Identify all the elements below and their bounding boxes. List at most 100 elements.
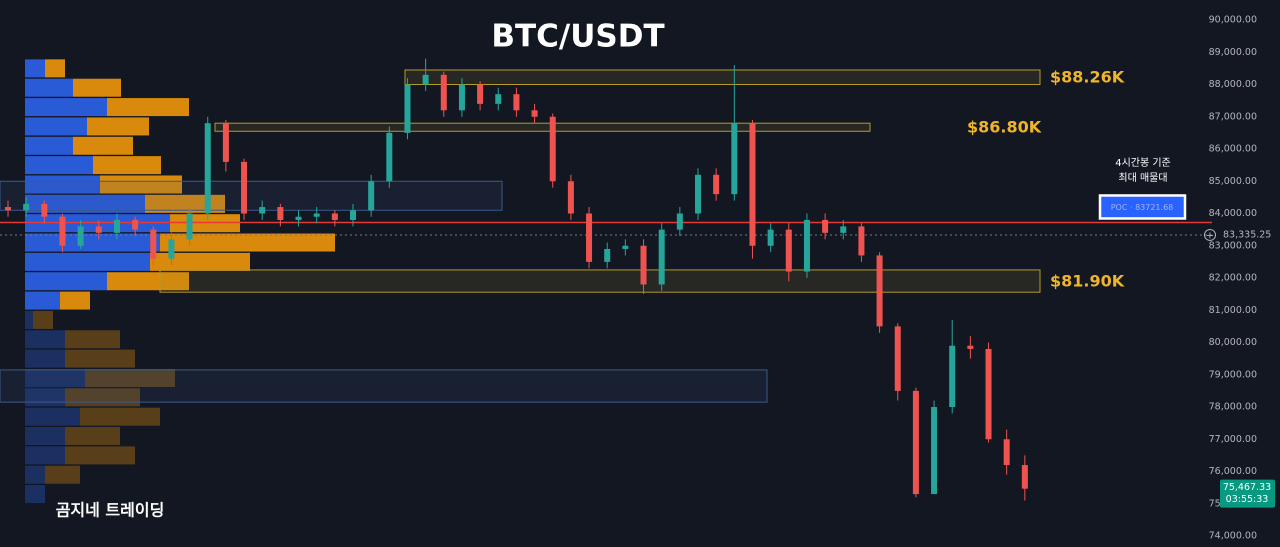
candle-body <box>41 203 48 217</box>
y-tick-label: 78,000.00 <box>1209 402 1257 413</box>
profile-buy <box>25 465 45 484</box>
candle-body <box>404 84 411 133</box>
profile-buy <box>25 485 45 504</box>
annotation: 최대 매물대 <box>1118 172 1167 184</box>
candle-body <box>295 216 302 220</box>
profile-sell <box>85 368 175 387</box>
y-tick-label: 80,000.00 <box>1209 337 1257 348</box>
candle-body <box>785 229 792 272</box>
profile-buy <box>25 368 85 387</box>
profile-buy <box>25 98 107 117</box>
profile-sell <box>73 78 121 97</box>
candle-body <box>731 123 738 195</box>
candle-body <box>132 219 139 230</box>
y-tick-label: 85,000.00 <box>1209 176 1257 187</box>
profile-buy <box>25 136 73 155</box>
candle-body <box>113 219 120 233</box>
candle-body <box>440 74 447 111</box>
candle-body <box>222 123 229 162</box>
profile-sell <box>65 349 135 368</box>
profile-sell <box>65 446 135 465</box>
candle-body <box>1021 465 1028 489</box>
candle-body <box>150 229 157 259</box>
profile-buy <box>25 349 65 368</box>
zone-label: $88.26K <box>1050 68 1125 87</box>
profile-buy <box>25 272 107 291</box>
profile-sell <box>45 465 80 484</box>
candle-body <box>949 345 956 407</box>
candle-body <box>858 226 865 256</box>
candle-body <box>495 94 502 104</box>
candle-body <box>713 174 720 195</box>
y-tick-label: 84,000.00 <box>1209 208 1257 219</box>
candle-body <box>422 74 429 85</box>
candle-body <box>241 161 248 214</box>
candle-body <box>186 213 193 240</box>
profile-sell <box>60 291 90 310</box>
profile-sell <box>87 117 149 136</box>
mark-price-label: 83,335.25 <box>1223 229 1271 240</box>
candle-body <box>549 116 556 182</box>
zone <box>214 122 871 132</box>
profile-buy <box>25 78 73 97</box>
y-tick-label: 77,000.00 <box>1209 434 1257 445</box>
zone <box>159 269 1041 293</box>
profile-buy <box>25 252 150 271</box>
watermark: 곰지네 트레이딩 <box>56 501 165 520</box>
y-tick-label: 79,000.00 <box>1209 369 1257 380</box>
profile-sell <box>107 98 189 117</box>
candle-body <box>822 219 829 233</box>
y-tick-label: 88,000.00 <box>1209 79 1257 90</box>
zone <box>404 69 1041 86</box>
profile-sell <box>107 272 189 291</box>
profile-sell <box>73 136 133 155</box>
candle-body <box>59 216 66 246</box>
candle-body <box>658 229 665 285</box>
candle-body <box>204 123 211 214</box>
y-tick-label: 81,000.00 <box>1209 305 1257 316</box>
profile-buy <box>25 194 145 213</box>
candle-body <box>749 123 756 246</box>
profile-sell <box>65 427 120 446</box>
candle-body <box>531 110 538 117</box>
candle-body <box>640 245 647 285</box>
candle-body <box>513 94 520 111</box>
profile-sell <box>45 59 65 78</box>
candle-body <box>386 132 393 182</box>
candle-body <box>622 245 629 249</box>
candle-body <box>695 174 701 214</box>
candle-body <box>368 181 375 211</box>
candle-body <box>5 207 11 211</box>
profile-sell <box>65 330 120 349</box>
candle-body <box>967 345 974 349</box>
candle-body <box>604 248 611 262</box>
chart-title: BTC/USDT <box>491 19 664 55</box>
candle-body <box>567 181 574 214</box>
zone-label: $86.80K <box>967 118 1042 137</box>
profile-buy <box>25 427 65 446</box>
candle-body <box>912 390 919 495</box>
profile-sell <box>93 156 161 175</box>
poc-label: POC · 83721.68 <box>1111 203 1174 212</box>
annotation: 4시간봉 기준 <box>1115 157 1171 169</box>
profile-buy <box>25 233 160 252</box>
profile-buy <box>25 446 65 465</box>
candle-body <box>77 226 84 246</box>
y-tick-label: 82,000.00 <box>1209 273 1257 284</box>
profile-buy <box>25 59 45 78</box>
y-tick-label: 74,000.00 <box>1209 531 1257 542</box>
countdown: 03:55:33 <box>1226 494 1269 505</box>
profile-buy <box>25 117 87 136</box>
candle-body <box>259 207 266 214</box>
profile-buy <box>25 407 80 426</box>
poc-box <box>1098 194 1187 220</box>
profile-sell <box>33 310 53 329</box>
profile-sell <box>80 407 160 426</box>
candle-body <box>1003 439 1010 466</box>
candle-body <box>168 239 175 259</box>
y-tick-label: 83,000.00 <box>1209 240 1257 251</box>
y-tick-label: 90,000.00 <box>1209 15 1257 26</box>
candle-body <box>767 229 774 246</box>
